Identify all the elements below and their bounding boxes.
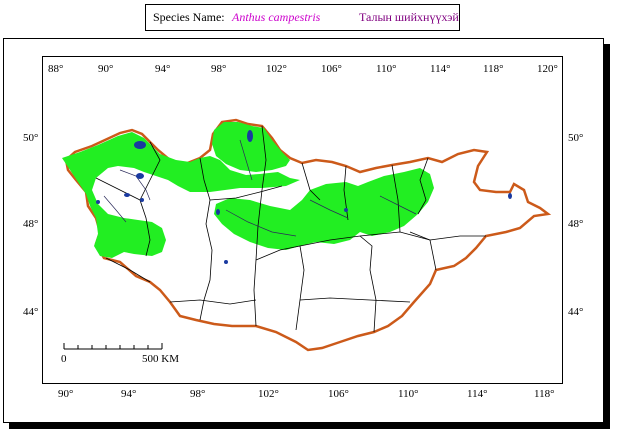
local-name: Талын шийхнүүхэй bbox=[359, 10, 459, 24]
right-lat-tick: 48° bbox=[568, 218, 584, 230]
left-lat-tick: 50° bbox=[23, 132, 39, 144]
top-lon-tick: 102° bbox=[266, 63, 287, 75]
top-lon-tick: 110° bbox=[376, 63, 397, 75]
scale-bar-end-label: 500 KM bbox=[142, 353, 179, 365]
top-lon-tick: 120° bbox=[537, 63, 558, 75]
bottom-lon-tick: 98° bbox=[190, 388, 206, 400]
scale-bar-start-label: 0 bbox=[61, 353, 67, 365]
species-title-box: Species Name: Anthus campestris Талын ши… bbox=[145, 4, 460, 31]
bottom-lon-tick: 106° bbox=[328, 388, 349, 400]
top-lon-tick: 106° bbox=[321, 63, 342, 75]
bottom-lon-tick: 118° bbox=[534, 388, 555, 400]
range-area-north bbox=[212, 122, 290, 172]
bottom-lon-tick: 110° bbox=[398, 388, 419, 400]
top-lon-tick: 118° bbox=[483, 63, 504, 75]
top-lon-tick: 90° bbox=[98, 63, 114, 75]
species-label: Species Name: bbox=[153, 10, 225, 24]
bottom-lon-tick: 90° bbox=[58, 388, 74, 400]
bottom-lon-tick: 102° bbox=[258, 388, 279, 400]
bottom-lon-tick: 94° bbox=[121, 388, 137, 400]
range-area-central bbox=[214, 168, 434, 250]
range-area-west bbox=[62, 132, 300, 258]
top-lon-tick: 98° bbox=[211, 63, 227, 75]
left-lat-tick: 48° bbox=[23, 218, 39, 230]
top-lon-tick: 114° bbox=[430, 63, 451, 75]
rivers bbox=[103, 139, 417, 237]
left-lat-tick: 44° bbox=[23, 306, 39, 318]
right-lat-tick: 44° bbox=[568, 306, 584, 318]
scientific-name: Anthus campestris bbox=[232, 10, 321, 24]
top-lon-tick: 88° bbox=[48, 63, 64, 75]
bottom-lon-tick: 114° bbox=[467, 388, 488, 400]
top-lon-tick: 94° bbox=[155, 63, 171, 75]
right-lat-tick: 50° bbox=[568, 132, 584, 144]
lakes bbox=[96, 130, 512, 264]
scale-bar bbox=[63, 343, 163, 350]
